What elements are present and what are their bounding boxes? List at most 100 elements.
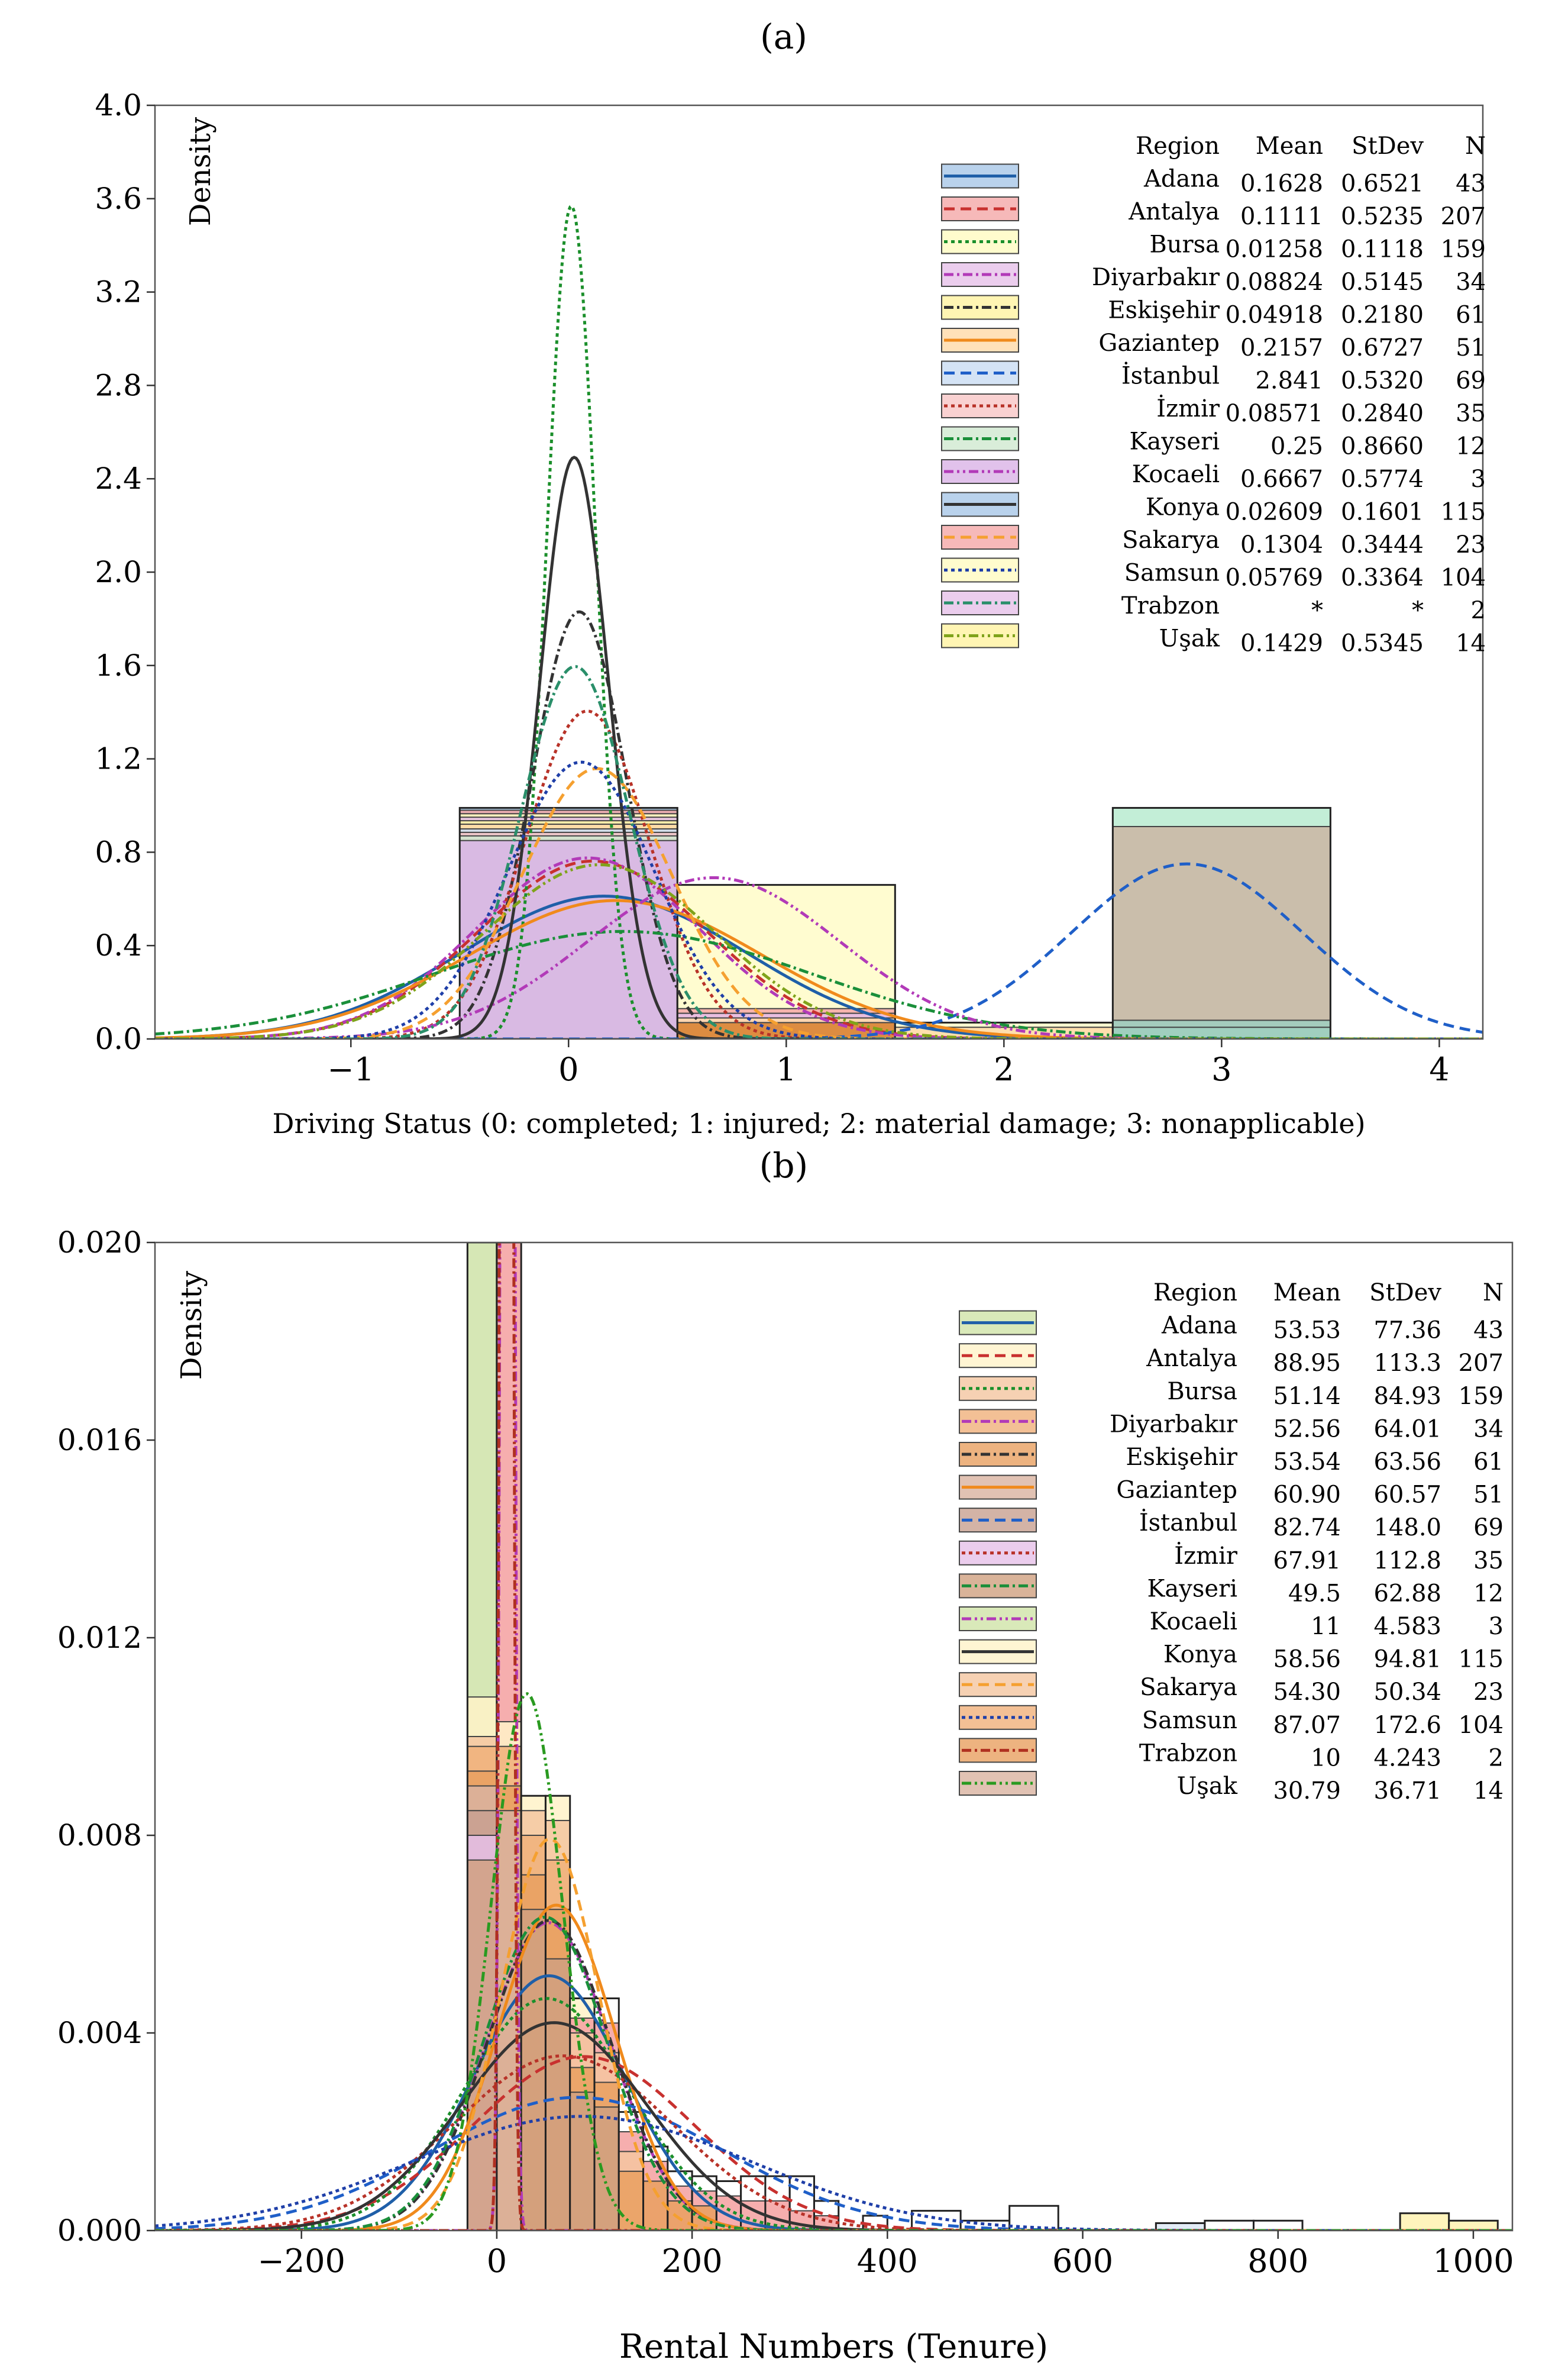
legend-n: 14 — [1456, 630, 1486, 657]
histogram-bar — [1399, 2212, 1450, 2231]
legend-region: İstanbul — [1139, 1509, 1237, 1537]
density-curve-kayseri — [155, 929, 1483, 1039]
legend-region: Kocaeli — [1150, 1608, 1237, 1635]
legend-region: Bursa — [1149, 231, 1220, 259]
legend-n: 69 — [1473, 1514, 1504, 1541]
legend-stdev: 63.56 — [1373, 1448, 1441, 1476]
x-tick-label: 600 — [1052, 2242, 1113, 2280]
legend-stdev: 0.1118 — [1341, 236, 1424, 263]
histogram-bar-group — [676, 884, 896, 1039]
legend-n: 34 — [1456, 269, 1486, 296]
legend-n: 61 — [1456, 302, 1486, 329]
histogram-bar — [618, 2170, 644, 2231]
legend-n: 35 — [1456, 400, 1486, 427]
legend-swatch — [941, 459, 1019, 484]
legend-region: Gaziantep — [1116, 1477, 1237, 1504]
density-curve-sakarya — [155, 767, 1483, 1039]
legend-region: Diyarbakır — [1110, 1411, 1238, 1438]
legend-region: İzmir — [1174, 1542, 1238, 1570]
legend-stdev: 0.2180 — [1341, 302, 1424, 329]
legend-stdev: 0.2840 — [1341, 400, 1424, 427]
legend-mean: 0.01258 — [1226, 236, 1323, 263]
legend-header: StDev — [1352, 133, 1424, 160]
legend-region: Trabzon — [1121, 592, 1220, 619]
legend-n: 12 — [1456, 433, 1486, 460]
legend-mean: 0.1628 — [1240, 170, 1323, 198]
y-tick-label: 0.012 — [57, 1621, 142, 1655]
legend-mean: 82.74 — [1273, 1514, 1341, 1541]
legend-region: Adana — [1161, 1312, 1237, 1340]
legend-n: 2 — [1471, 597, 1486, 624]
legend-region: Konya — [1146, 494, 1220, 521]
y-axis-label: Density — [184, 117, 217, 226]
legend-region: Antalya — [1146, 1345, 1237, 1372]
legend-region: Bursa — [1167, 1378, 1237, 1405]
legend-stdev: 0.5145 — [1341, 269, 1424, 296]
legend-swatch — [959, 1606, 1037, 1631]
plot-frame — [154, 1241, 1514, 2232]
legend-region: Adana — [1143, 166, 1220, 193]
legend: Region Mean StDev N Adana 53.53 77.36 43 Antalya… — [959, 1279, 1504, 1805]
histogram-bar-group — [788, 2175, 815, 2231]
legend-stdev: 0.6727 — [1341, 334, 1424, 362]
legend-mean: 0.08571 — [1226, 400, 1323, 427]
legend-n: 23 — [1473, 1679, 1504, 1706]
legend-stdev: 0.3444 — [1341, 531, 1424, 559]
histogram-bar-outline — [1448, 2219, 1499, 2231]
legend-region: Gaziantep — [1098, 330, 1220, 357]
y-tick-label: 0.008 — [57, 1818, 142, 1852]
legend-n: 207 — [1441, 203, 1486, 230]
legend-mean: 0.08824 — [1226, 269, 1323, 296]
legend-stdev: 36.71 — [1373, 1777, 1441, 1805]
legend-header: Region — [1136, 133, 1220, 160]
y-tick-label: 3.6 — [95, 182, 142, 216]
legend-stdev: 50.34 — [1373, 1679, 1441, 1706]
legend-mean: 0.04918 — [1226, 302, 1323, 329]
legend-n: 12 — [1473, 1580, 1504, 1607]
histogram-bar — [593, 2106, 620, 2231]
legend-mean: 2.841 — [1255, 367, 1323, 395]
histogram-bar-group — [1399, 2212, 1450, 2231]
legend-region: Trabzon — [1139, 1739, 1237, 1767]
legend-region: Sakarya — [1140, 1674, 1237, 1701]
legend-stdev: 94.81 — [1373, 1646, 1441, 1673]
histogram-bar — [1448, 2220, 1499, 2231]
legend-stdev: 0.1601 — [1341, 499, 1424, 526]
legend-mean: 30.79 — [1273, 1777, 1341, 1805]
legend-mean: 11 — [1311, 1613, 1341, 1640]
legend-n: 159 — [1459, 1383, 1504, 1410]
density-curve-usak — [155, 1692, 1512, 2231]
density-curve-sakarya — [155, 1837, 1512, 2231]
legend-region: Samsun — [1142, 1707, 1237, 1734]
legend-n: 104 — [1459, 1712, 1504, 1739]
legend-mean: 0.2157 — [1240, 334, 1323, 362]
density-curve-konya — [155, 2021, 1512, 2231]
y-tick-label: 2.4 — [95, 461, 142, 496]
density-curve-antalya — [155, 2055, 1512, 2231]
legend-n: 115 — [1441, 499, 1486, 526]
y-tick-label: 0.004 — [57, 2016, 142, 2050]
density-curve-adana — [155, 1974, 1512, 2231]
legend-stdev: 4.583 — [1373, 1613, 1441, 1640]
legend-mean: 10 — [1311, 1744, 1341, 1771]
legend-stdev: 172.6 — [1373, 1712, 1441, 1739]
legend-mean: 0.05769 — [1226, 564, 1323, 592]
legend-stdev: 62.88 — [1373, 1580, 1441, 1607]
y-tick-label: 0.016 — [57, 1423, 142, 1457]
legend-stdev: 0.6521 — [1341, 170, 1424, 198]
x-tick-label: 400 — [857, 2242, 918, 2280]
x-tick-label: 2 — [994, 1051, 1014, 1088]
legend-swatch — [959, 1771, 1037, 1796]
legend-mean: 0.1111 — [1240, 203, 1323, 230]
legend-stdev: 0.3364 — [1341, 564, 1424, 592]
legend-stdev: 64.01 — [1373, 1415, 1441, 1442]
legend-n: 51 — [1473, 1482, 1504, 1509]
legend-region: Eskişehir — [1108, 297, 1220, 324]
legend-mean: 88.95 — [1273, 1350, 1341, 1377]
legend-header: Region — [1153, 1279, 1237, 1306]
histogram-bar-group — [1111, 806, 1331, 1039]
legend-mean: 51.14 — [1273, 1383, 1341, 1410]
legend-header: N — [1465, 133, 1486, 160]
histogram-bar — [545, 1958, 571, 2231]
legend-stdev: 148.0 — [1373, 1514, 1441, 1541]
